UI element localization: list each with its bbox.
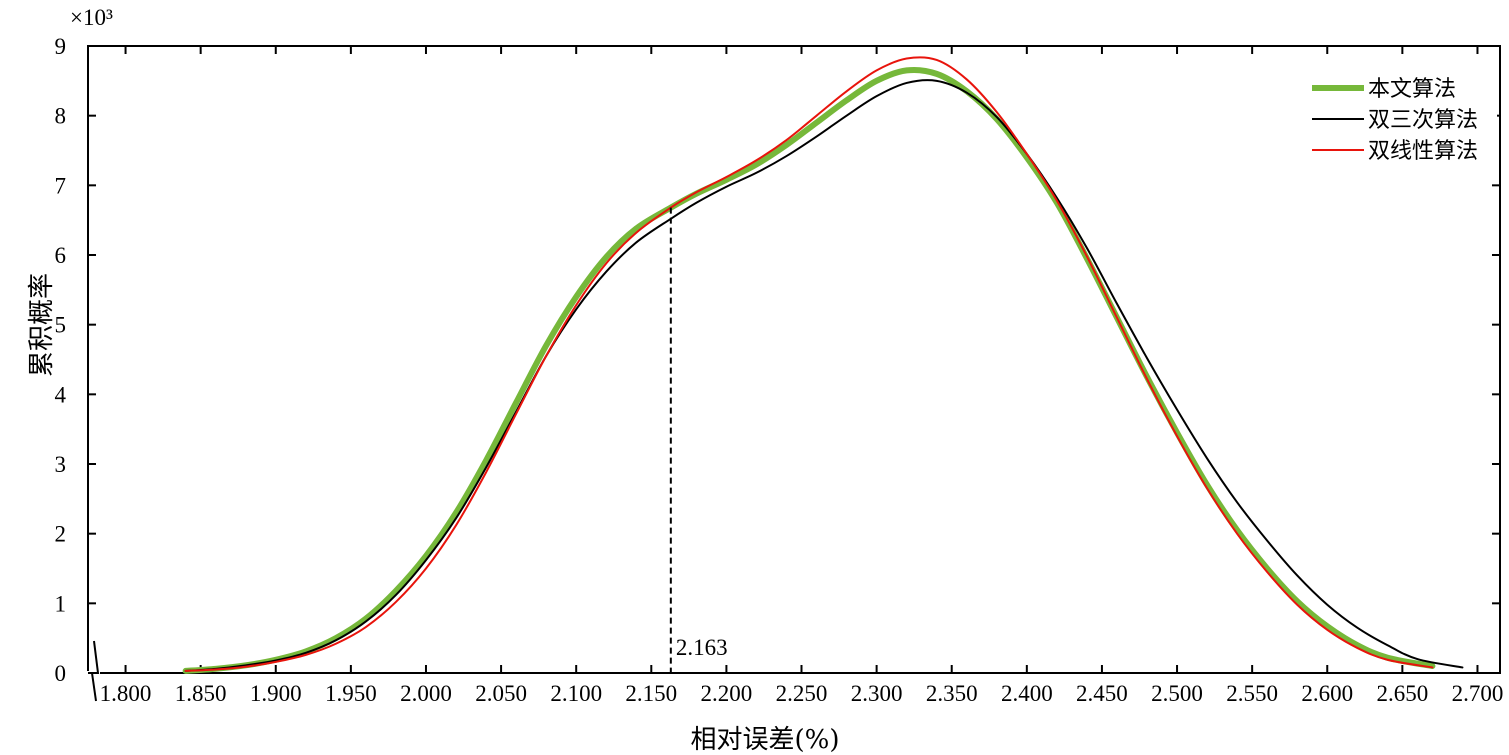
x-tick-label: 2.000 [400,681,452,706]
plot-border [87,45,1501,674]
x-tick-label: 2.650 [1376,681,1428,706]
y-axis-label: 累积概率 [27,273,57,377]
x-tick-label: 2.250 [776,681,828,706]
legend-label: 双三次算法 [1368,108,1478,133]
x-tick-labels: 1.800 1.850 1.900 1.950 2.000 2.050 2.100 2.150… [100,681,1504,706]
x-tick-label: 2.400 [1001,681,1053,706]
y-tick-label: 1 [55,591,67,616]
x-axis-label: 相对误差(%) [691,725,840,755]
annotation-label: 2.163 [676,635,728,660]
x-tick-label: 2.200 [701,681,753,706]
x-tick-label: 1.800 [100,681,152,706]
x-tick-label: 2.700 [1452,681,1504,706]
series-lines [182,56,1464,674]
y-tick-label: 6 [55,243,67,268]
y-tick-label: 2 [55,522,67,547]
x-tick-label: 2.450 [1076,681,1128,706]
x-tick-label: 2.550 [1226,681,1278,706]
x-tick-label: 2.300 [851,681,903,706]
x-tick-label: 2.100 [550,681,602,706]
x-tick-label: 2.600 [1301,681,1353,706]
x-tick-label: 2.350 [926,681,978,706]
y-tick-label: 8 [55,104,67,129]
plot-frame [86,45,1501,702]
annotation: 2.163 [669,207,728,673]
legend-label: 本文算法 [1368,77,1456,102]
x-tick-label: 2.150 [625,681,677,706]
series-line-bicubic [184,79,1464,672]
y-tick-labels: 0 1 2 3 4 5 6 7 8 9 [55,34,67,686]
x-tick-label: 1.950 [325,681,377,706]
x-tick-label: 2.500 [1151,681,1203,706]
x-tick-label: 1.900 [250,681,302,706]
series-line-proposed [182,66,1436,674]
series-line-bilinear [184,56,1434,672]
legend-label: 双线性算法 [1368,139,1478,164]
x-tick-label: 1.850 [175,681,227,706]
y-tick-label: 7 [55,173,67,198]
x-tick-label: 2.050 [475,681,527,706]
y-tick-label: 5 [55,313,67,338]
y-tick-label: 0 [55,661,67,686]
y-tick-label: 9 [55,34,67,59]
y-multiplier-label: ×10³ [70,5,113,30]
y-tick-label: 4 [55,382,67,407]
y-tick-label: 3 [55,452,67,477]
